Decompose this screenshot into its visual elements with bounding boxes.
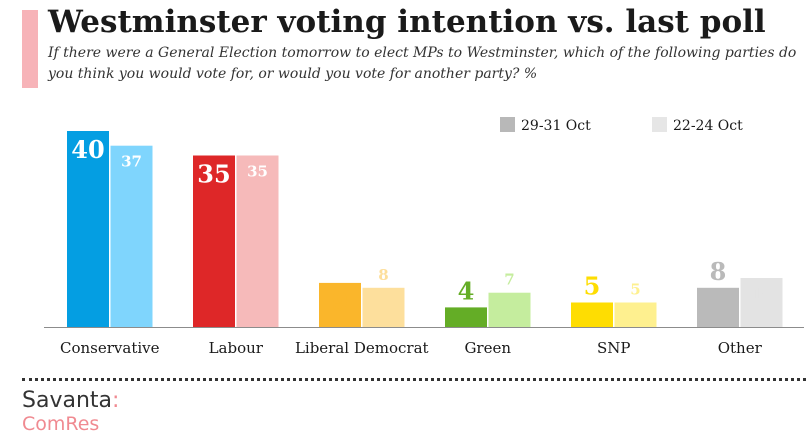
data-label-conservative-previous: 37 [121, 153, 142, 171]
data-label-other-previous: 10 [751, 285, 772, 303]
bar-other-latest [697, 287, 739, 327]
category-label-conservative: Conservative [60, 339, 160, 357]
category-label-liberal-democrat: Liberal Democrat [295, 339, 429, 357]
bar-other-previous [740, 278, 783, 327]
data-label-labour-latest: 35 [197, 160, 230, 189]
logo-subtitle: ComRes [22, 413, 100, 435]
category-label-snp: SNP [597, 339, 631, 357]
data-label-snp-latest: 5 [584, 272, 601, 301]
bar-green-latest [445, 307, 487, 327]
data-label-green-latest: 4 [458, 276, 475, 305]
legend-label-previous: 22-24 Oct [673, 118, 743, 134]
data-label-liberal-democrat-latest: 9 [332, 287, 349, 316]
bar-snp-previous [614, 302, 657, 327]
data-label-liberal-democrat-previous: 8 [378, 266, 388, 284]
legend-label-latest: 29-31 Oct [521, 118, 591, 134]
footer-divider [22, 378, 806, 381]
data-label-snp-previous: 5 [630, 281, 640, 299]
legend-swatch-previous [652, 117, 667, 132]
bar-liberal-democrat-previous [362, 287, 405, 327]
data-label-other-latest: 8 [710, 257, 727, 286]
category-label-other: Other [718, 339, 763, 357]
data-label-labour-previous: 35 [247, 163, 268, 181]
bar-green-previous [488, 292, 531, 327]
logo-name: Savanta [22, 388, 112, 413]
category-label-green: Green [464, 339, 511, 357]
bar-conservative-latest [67, 131, 109, 327]
category-label-labour: Labour [209, 339, 264, 357]
bar-snp-latest [571, 302, 613, 327]
logo-colon: : [112, 388, 120, 413]
chart-subtitle: If there were a General Election tomorro… [48, 45, 797, 82]
legend-swatch-latest [500, 117, 515, 132]
title-accent-bar [22, 10, 38, 88]
bar-labour-latest [193, 155, 235, 327]
bar-labour-previous [236, 155, 279, 327]
brand-logo: Savanta: [22, 388, 119, 413]
chart-title: Westminster voting intention vs. last po… [48, 4, 766, 40]
bar-conservative-previous [110, 145, 153, 327]
data-label-conservative-latest: 40 [71, 135, 104, 164]
data-label-green-previous: 7 [504, 271, 514, 289]
bar-liberal-democrat-latest [319, 282, 361, 327]
